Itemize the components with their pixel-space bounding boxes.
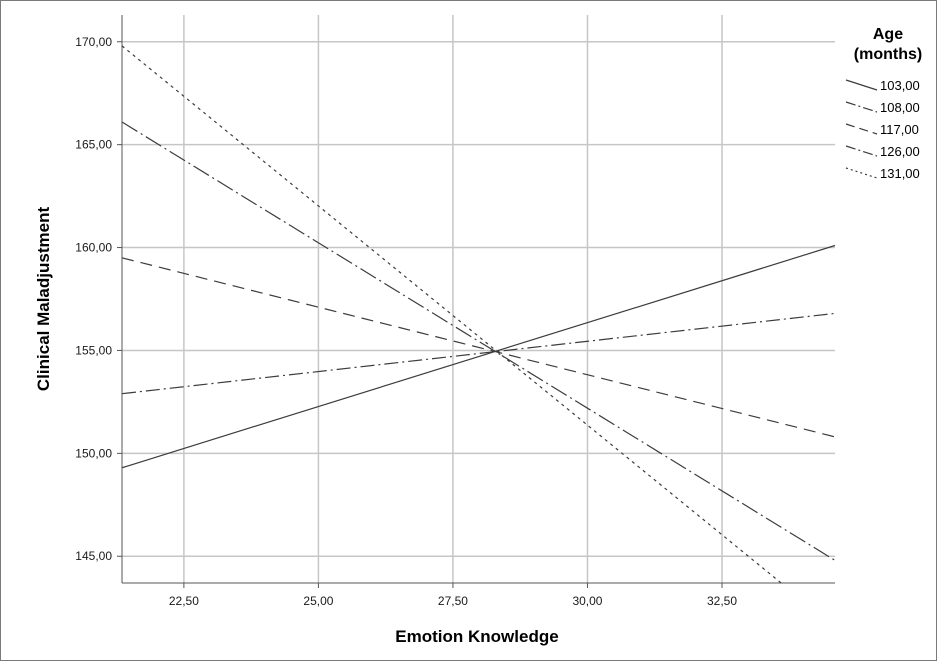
series-line-117-00 [121, 257, 836, 438]
x-tick-label: 22,50 [169, 594, 199, 608]
y-axis-title: Clinical Maladjustment [34, 207, 53, 392]
legend-label: 131,00 [880, 166, 920, 181]
legend-label: 126,00 [880, 144, 920, 159]
x-tick-label: 32,50 [707, 594, 737, 608]
legend-label: 117,00 [880, 122, 919, 137]
legend-items: 103,00 108,00 117,00 126,00 131,00 [845, 78, 920, 181]
x-tick-label: 30,00 [572, 594, 602, 608]
axis-layer [121, 15, 835, 584]
legend-swatch [845, 79, 878, 91]
y-tick-label: 155,00 [75, 343, 112, 357]
y-tick-label: 165,00 [75, 138, 112, 152]
y-tick-label: 145,00 [75, 549, 112, 563]
legend-title-line-1: Age [873, 26, 903, 43]
series-line-103-00 [121, 244, 836, 469]
tick-layer: 22,50 25,00 27,50 30,00 32,50 145,00 150,00 155… [75, 35, 737, 608]
grid-layer [122, 15, 835, 583]
legend-swatch [845, 123, 878, 135]
x-tick-label: 25,00 [303, 594, 333, 608]
y-tick-label: 150,00 [75, 446, 112, 460]
series-line-108-00 [121, 312, 836, 395]
legend-swatch [845, 167, 878, 179]
legend-label: 103,00 [880, 78, 920, 93]
y-tick-label: 160,00 [75, 241, 112, 255]
x-axis-title: Emotion Knowledge [395, 627, 558, 646]
series-line-126-00 [121, 121, 836, 561]
legend: Age (months) 103,00 108,00 117,00 126,00 131… [845, 26, 922, 181]
legend-title-line-2: (months) [854, 46, 922, 63]
legend-swatch [845, 145, 878, 157]
y-tick-label: 170,00 [75, 35, 112, 49]
legend-swatch [845, 101, 878, 113]
x-tick-label: 27,50 [438, 594, 468, 608]
series-line-131-00 [121, 45, 782, 584]
legend-label: 108,00 [880, 100, 920, 115]
series-layer [121, 45, 836, 584]
